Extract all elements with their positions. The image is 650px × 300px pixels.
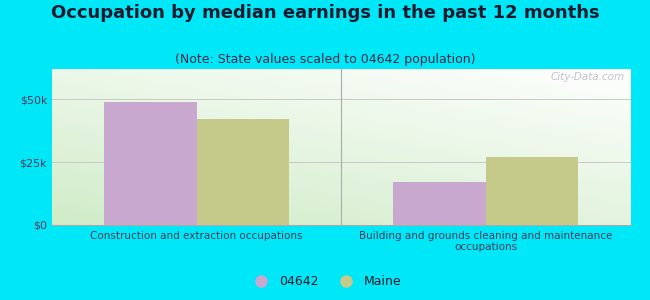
Bar xyxy=(486,157,578,225)
Text: Occupation by median earnings in the past 12 months: Occupation by median earnings in the pas… xyxy=(51,4,599,22)
Bar xyxy=(393,182,486,225)
Legend: 04642, Maine: 04642, Maine xyxy=(246,273,404,291)
Text: (Note: State values scaled to 04642 population): (Note: State values scaled to 04642 popu… xyxy=(175,52,475,65)
Bar xyxy=(196,119,289,225)
Text: City-Data.com: City-Data.com xyxy=(551,72,625,82)
Bar xyxy=(104,102,196,225)
